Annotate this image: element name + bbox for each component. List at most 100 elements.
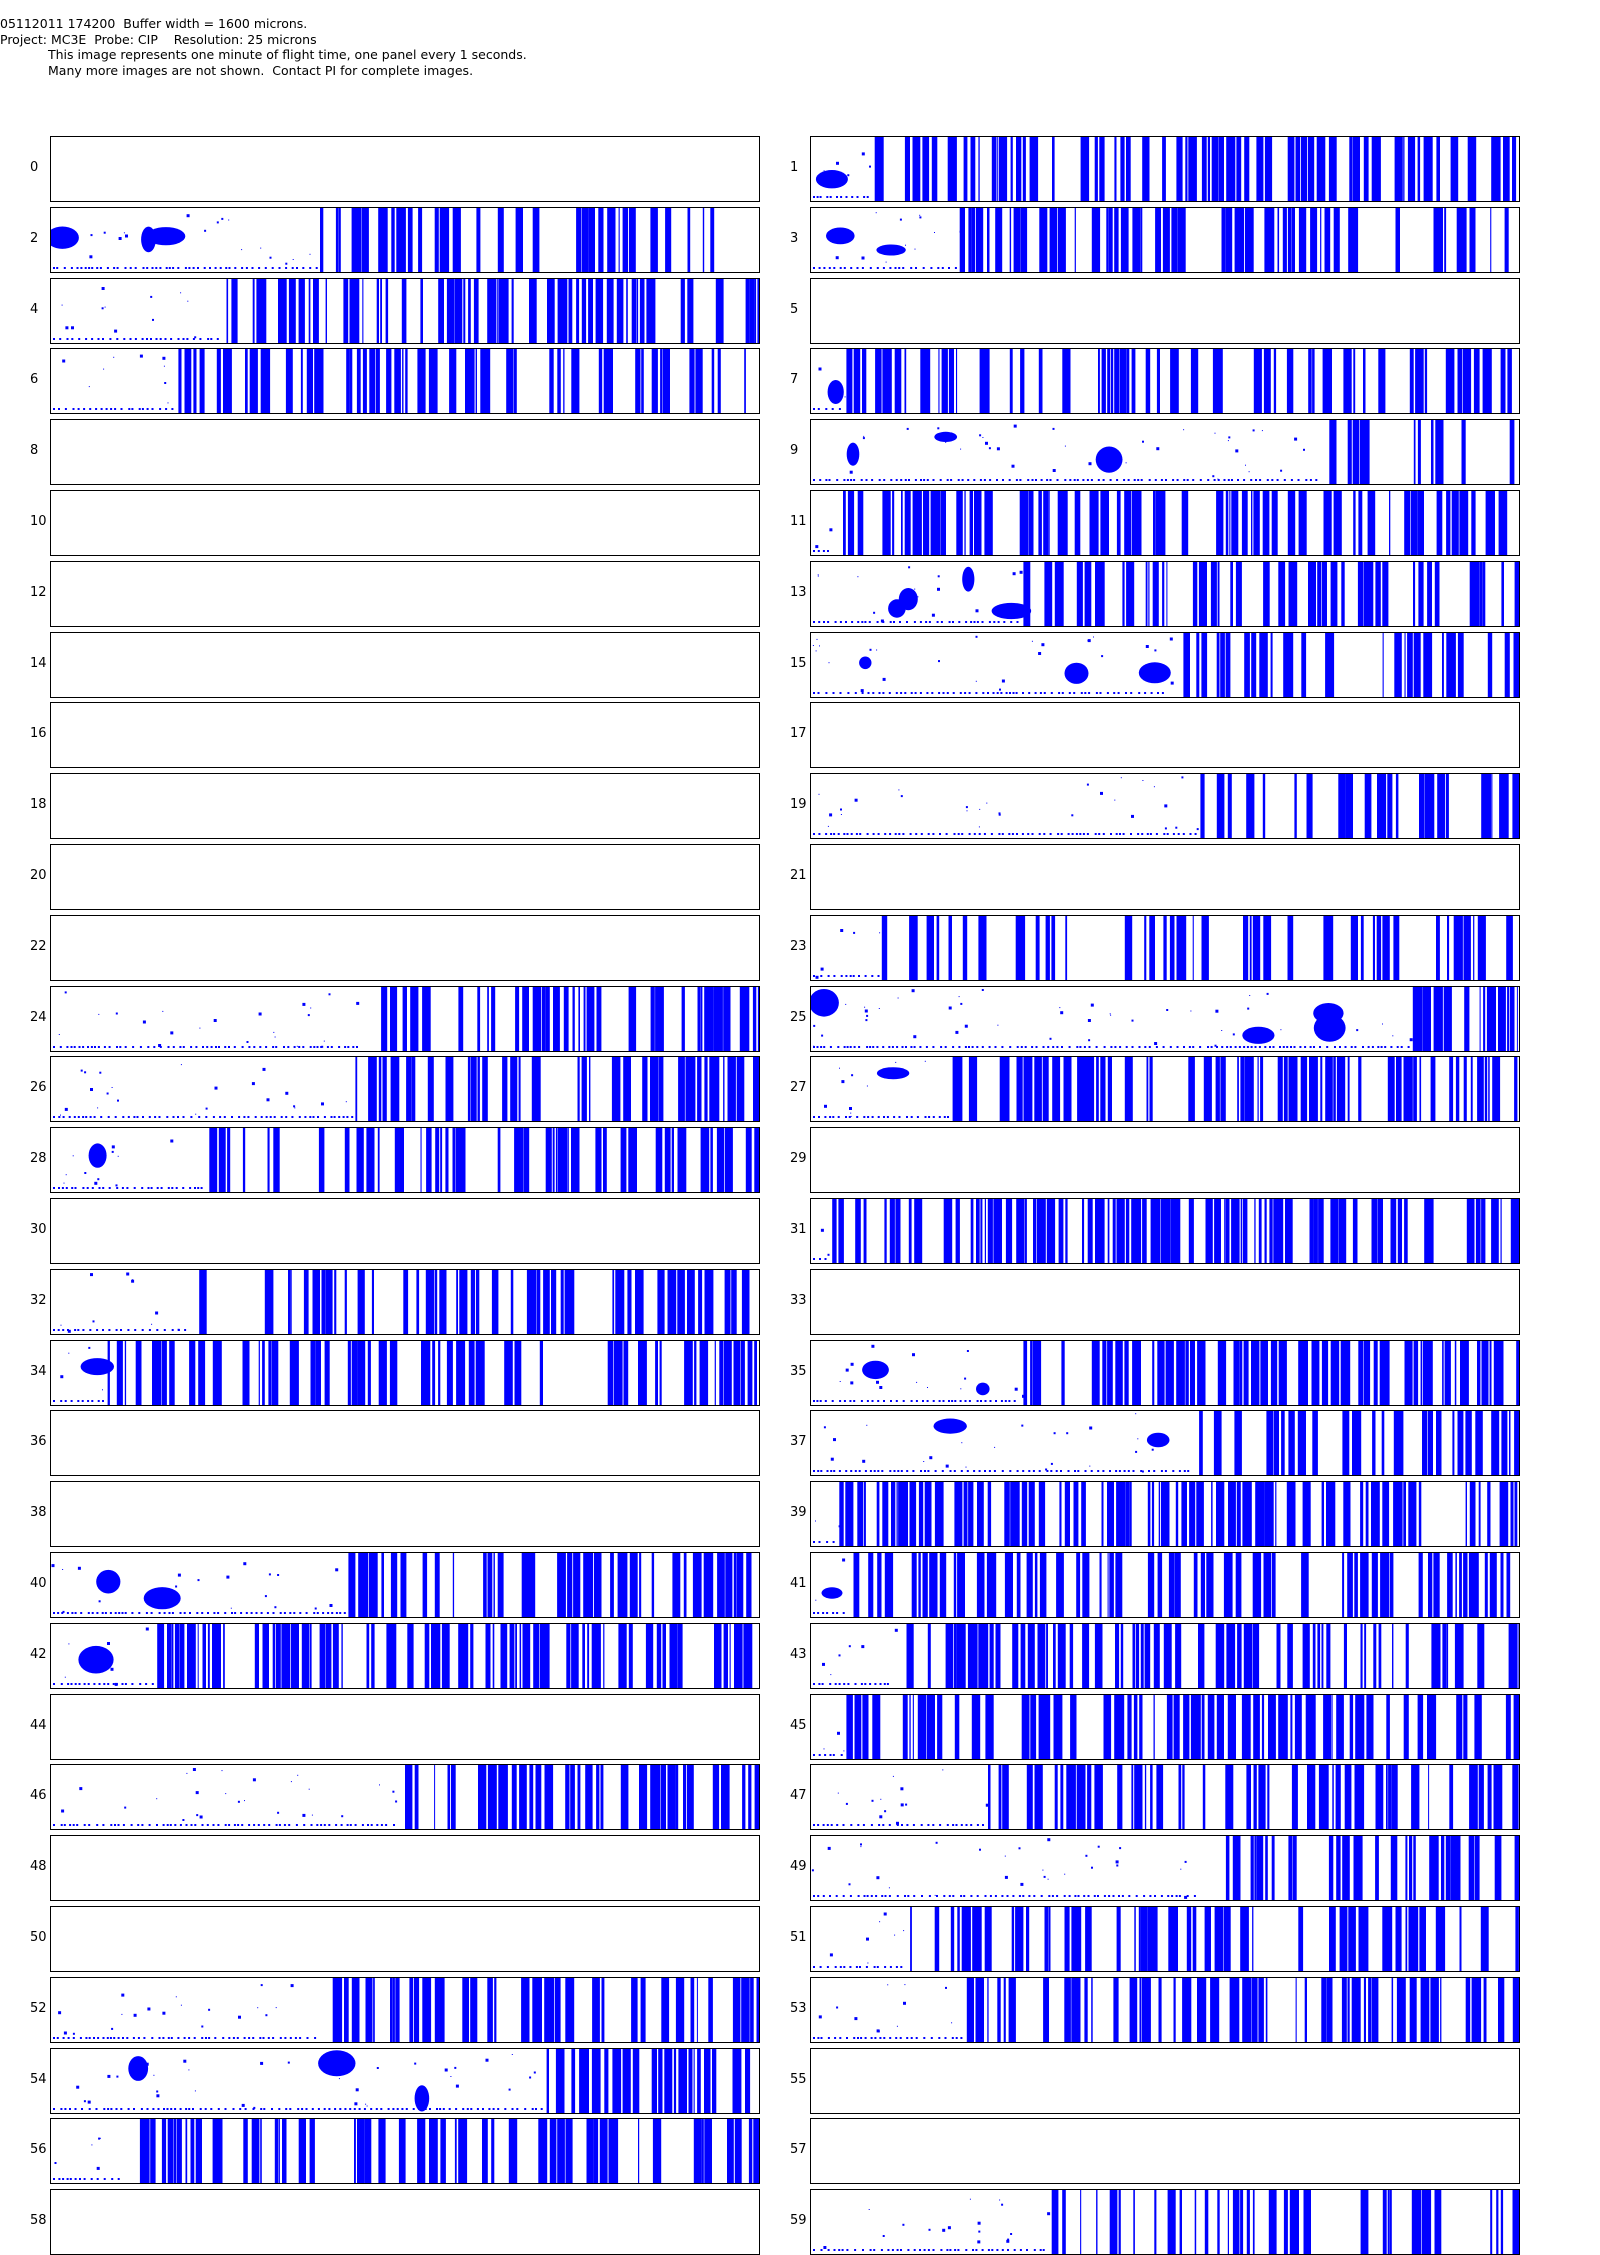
particle-streak bbox=[1456, 1695, 1463, 1759]
particle-speck bbox=[828, 267, 831, 269]
particle-speck bbox=[836, 1824, 839, 1826]
particle-speck bbox=[849, 1895, 852, 1897]
particle-speck bbox=[1019, 570, 1023, 574]
particle-speck bbox=[1213, 479, 1216, 481]
particle-speck bbox=[1015, 479, 1018, 481]
particle-streak bbox=[1450, 137, 1459, 201]
particle-speck bbox=[916, 1116, 919, 1118]
particle-streak bbox=[754, 1128, 759, 1192]
particle-speck bbox=[934, 232, 935, 233]
particle-streak bbox=[1404, 1199, 1408, 1263]
particle-speck bbox=[981, 621, 984, 623]
particle-speck bbox=[289, 2108, 292, 2110]
particle-speck bbox=[57, 1612, 60, 1614]
particle-streak bbox=[1352, 1199, 1358, 1263]
particle-streak bbox=[1278, 562, 1286, 626]
particle-streak bbox=[420, 279, 423, 343]
particle-speck bbox=[1114, 799, 1116, 801]
panel-label: 58 bbox=[30, 2213, 47, 2228]
particle-streak bbox=[555, 2049, 565, 2113]
particle-speck bbox=[829, 1953, 833, 1957]
particle-streak bbox=[467, 1057, 471, 1121]
particle-blob bbox=[815, 170, 848, 189]
probe-image-panel bbox=[810, 702, 1520, 768]
particle-speck bbox=[836, 196, 838, 198]
particle-speck bbox=[848, 1645, 851, 1648]
particle-streak bbox=[922, 137, 930, 201]
particle-speck bbox=[53, 2178, 55, 2180]
particle-streak bbox=[1318, 1765, 1329, 1829]
particle-streak bbox=[1391, 1978, 1394, 2042]
particle-streak bbox=[642, 1057, 648, 1121]
particle-speck bbox=[190, 1116, 193, 1118]
particle-speck bbox=[210, 2108, 213, 2110]
particle-speck bbox=[945, 1986, 947, 1989]
particle-streak bbox=[1119, 349, 1127, 413]
particle-streak bbox=[417, 2119, 426, 2183]
particle-speck bbox=[241, 2103, 245, 2107]
particle-streak bbox=[1287, 491, 1296, 555]
particle-speck bbox=[958, 621, 961, 623]
particle-streak bbox=[1254, 1199, 1256, 1263]
particle-speck bbox=[266, 1098, 270, 1102]
particle-streak bbox=[1471, 1978, 1482, 2042]
particle-streak bbox=[477, 1057, 480, 1121]
particle-streak bbox=[571, 349, 580, 413]
particle-speck bbox=[813, 1400, 815, 1402]
particle-speck bbox=[931, 692, 934, 694]
particle-streak bbox=[967, 1624, 978, 1688]
particle-streak bbox=[1491, 1411, 1500, 1475]
panel-label: 17 bbox=[790, 726, 807, 741]
particle-streak bbox=[432, 1341, 436, 1405]
particle-speck bbox=[1012, 572, 1016, 576]
particle-speck bbox=[857, 621, 860, 623]
particle-speck bbox=[843, 267, 846, 269]
particle-speck bbox=[1144, 1046, 1147, 1048]
particle-speck bbox=[1028, 1470, 1031, 1472]
particle-speck bbox=[97, 1400, 100, 1402]
particle-streak bbox=[394, 349, 401, 413]
particle-streak bbox=[1376, 916, 1382, 980]
particle-streak bbox=[386, 1624, 397, 1688]
particle-streak bbox=[1408, 1482, 1417, 1546]
particle-speck bbox=[884, 1895, 887, 1897]
particle-streak bbox=[1300, 137, 1308, 201]
particle-image bbox=[51, 208, 715, 272]
particle-speck bbox=[1119, 1046, 1122, 1048]
particle-speck bbox=[813, 1116, 815, 1118]
particle-speck bbox=[1266, 992, 1269, 995]
particle-speck bbox=[861, 267, 864, 269]
particle-streak bbox=[1514, 1057, 1518, 1121]
particle-speck bbox=[206, 1824, 209, 1826]
particle-speck bbox=[843, 1750, 845, 1752]
particle-speck bbox=[906, 1470, 909, 1472]
particle-streak bbox=[1099, 137, 1105, 201]
particle-speck bbox=[1189, 833, 1192, 835]
particle-speck bbox=[170, 2108, 173, 2110]
particle-speck bbox=[1060, 1011, 1064, 1015]
particle-streak bbox=[1015, 1907, 1024, 1971]
particle-streak bbox=[585, 1765, 593, 1829]
particle-streak bbox=[1242, 1199, 1248, 1263]
particle-streak bbox=[116, 1341, 123, 1405]
particle-speck bbox=[1082, 479, 1085, 481]
particle-streak bbox=[1264, 137, 1273, 201]
particle-speck bbox=[1071, 833, 1074, 835]
particle-speck bbox=[81, 2108, 83, 2110]
particle-streak bbox=[1252, 1624, 1260, 1688]
particle-streak bbox=[1091, 1341, 1100, 1405]
particle-streak bbox=[1251, 1341, 1260, 1405]
particle-streak bbox=[1166, 562, 1168, 626]
particle-speck bbox=[90, 234, 93, 237]
particle-speck bbox=[817, 550, 820, 552]
particle-streak bbox=[1186, 1907, 1192, 1971]
particle-streak bbox=[1216, 633, 1220, 697]
particle-streak bbox=[695, 349, 703, 413]
particle-speck bbox=[823, 1426, 826, 1429]
particle-streak bbox=[1012, 1624, 1019, 1688]
particle-speck bbox=[1214, 432, 1216, 434]
particle-streak bbox=[1512, 1978, 1519, 2042]
particle-speck bbox=[156, 1329, 159, 1331]
particle-streak bbox=[262, 1624, 269, 1688]
particle-streak bbox=[504, 1341, 513, 1405]
